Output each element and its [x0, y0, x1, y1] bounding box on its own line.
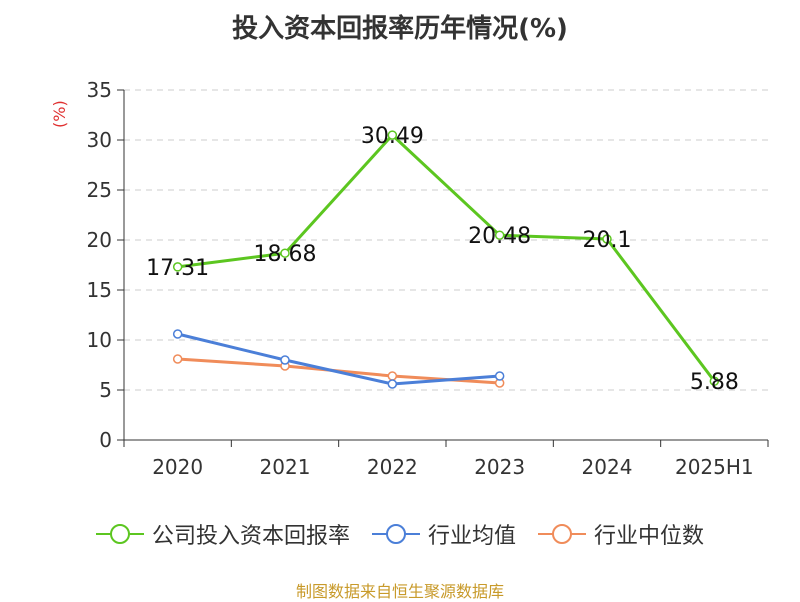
- data-point-1: [494, 371, 505, 381]
- x-tick-label: 2021: [260, 455, 311, 479]
- data-label: 20.48: [468, 224, 531, 249]
- y-tick-label: 25: [87, 178, 112, 202]
- y-tick-label: 15: [87, 278, 112, 302]
- chart-title: 投入资本回报率历年情况(%): [232, 14, 568, 44]
- data-point-1: [387, 379, 398, 389]
- data-label: 17.31: [146, 256, 209, 281]
- legend-marker-company: [95, 524, 144, 544]
- legend-label-industry-mean: 行业均值: [427, 524, 516, 549]
- legend-item-industry-median[interactable]: 行业中位数: [538, 518, 704, 550]
- legend-item-company[interactable]: 公司投入资本回报率: [95, 518, 350, 550]
- data-point-0: [387, 130, 398, 140]
- legend: 公司投入资本回报率 行业均值 行业中位数: [0, 518, 800, 550]
- y-tick-label: 20: [87, 228, 112, 252]
- x-tick-label: 2020: [152, 455, 203, 479]
- data-point-0: [494, 230, 505, 240]
- y-tick-label: 10: [87, 328, 112, 352]
- x-tick-label: 2025H1: [675, 455, 754, 479]
- x-tick-label: 2024: [582, 455, 633, 479]
- legend-marker-industry-mean: [371, 524, 420, 544]
- x-tick-label: 2023: [474, 455, 525, 479]
- series-line-0: [177, 133, 716, 383]
- data-point-0: [172, 262, 183, 272]
- y-tick-label: 5: [99, 378, 112, 402]
- y-tick-label: 30: [87, 128, 112, 152]
- data-point-0: [709, 376, 720, 386]
- legend-marker-industry-median: [538, 524, 586, 544]
- data-point-0: [602, 234, 612, 244]
- data-label: 18.68: [254, 242, 317, 267]
- data-point-2: [172, 354, 183, 364]
- legend-item-industry-mean[interactable]: 行业均值: [371, 518, 516, 550]
- legend-label-industry-median: 行业中位数: [594, 524, 705, 549]
- x-tick-label: 2022: [367, 455, 418, 479]
- data-point-1: [280, 355, 290, 365]
- data-label: 20.1: [583, 228, 632, 253]
- series-line-1: [177, 332, 500, 386]
- data-label: 5.88: [690, 370, 739, 395]
- y-tick-label: 0: [99, 428, 112, 452]
- data-point-2: [387, 371, 398, 381]
- data-point-0: [280, 248, 290, 258]
- data-label: 30.49: [361, 124, 424, 149]
- data-source-note: 制图数据来自恒生聚源数据库: [295, 582, 504, 601]
- y-tick-label: 35: [87, 78, 112, 102]
- legend-label-company: 公司投入资本回报率: [151, 524, 350, 549]
- data-point-1: [172, 329, 183, 339]
